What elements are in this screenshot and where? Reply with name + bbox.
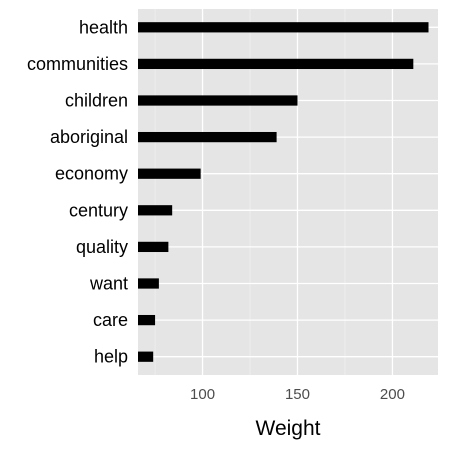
x-axis-title: Weight [256,417,321,440]
bar-communities [138,58,414,70]
bar-aboriginal [138,131,277,143]
bar-quality [138,241,169,253]
category-label-want: want [89,274,128,294]
category-labels: health communities children aboriginal econo… [27,17,128,366]
category-label-aboriginal: aboriginal [50,127,128,147]
bar-children [138,95,298,106]
x-tick-label: 100 [190,386,215,403]
bar-want [138,278,159,289]
category-label-children: children [65,91,128,111]
x-tick-label: 150 [285,386,310,403]
bar-century [138,205,173,216]
bars [138,22,429,362]
bar-health [138,22,429,33]
bar-economy [138,168,201,179]
bar-care [138,314,156,326]
plot-panel [138,9,438,375]
category-label-communities: communities [27,54,128,74]
bar-help [138,351,154,362]
x-tick-label: 200 [380,386,405,403]
category-label-economy: economy [55,164,128,184]
category-label-quality: quality [76,237,128,257]
category-label-care: care [93,310,128,330]
category-label-health: health [79,17,128,37]
x-axis-ticks: 100 150 200 [190,386,405,403]
category-label-help: help [94,347,128,367]
category-label-century: century [69,200,128,220]
